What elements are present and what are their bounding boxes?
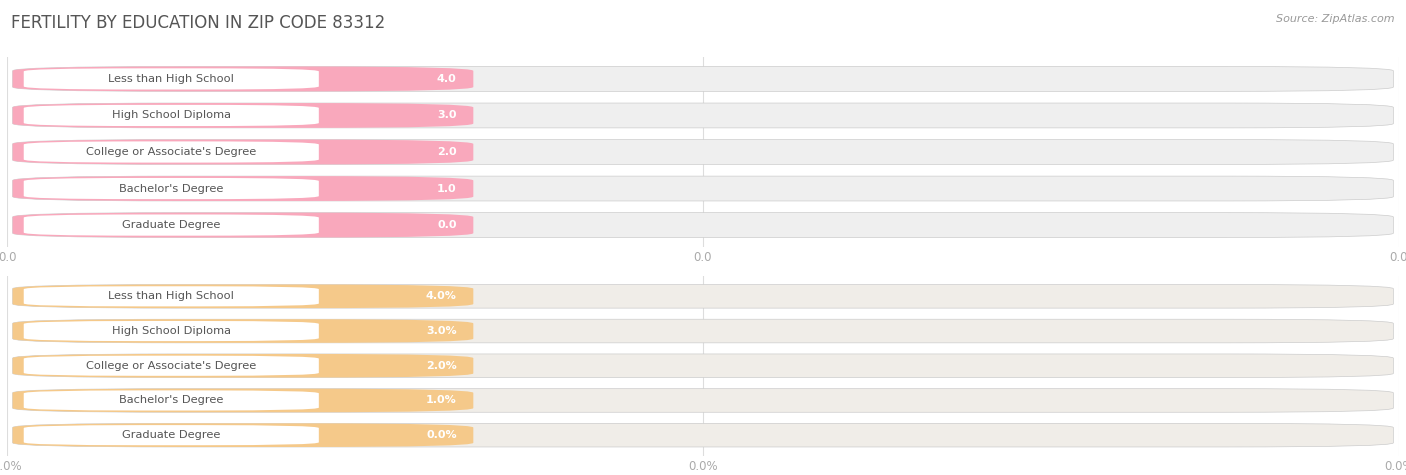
Text: 2.0: 2.0	[437, 147, 457, 157]
FancyBboxPatch shape	[13, 389, 474, 412]
FancyBboxPatch shape	[13, 213, 1393, 238]
FancyBboxPatch shape	[24, 286, 319, 306]
FancyBboxPatch shape	[13, 213, 474, 238]
Text: 2.0%: 2.0%	[426, 361, 457, 371]
Text: Graduate Degree: Graduate Degree	[122, 220, 221, 230]
FancyBboxPatch shape	[13, 389, 1393, 412]
FancyBboxPatch shape	[13, 176, 474, 201]
Text: Bachelor's Degree: Bachelor's Degree	[120, 183, 224, 193]
FancyBboxPatch shape	[13, 66, 474, 91]
Text: Less than High School: Less than High School	[108, 291, 235, 301]
FancyBboxPatch shape	[24, 68, 319, 89]
FancyBboxPatch shape	[13, 103, 474, 128]
FancyBboxPatch shape	[13, 354, 1393, 378]
FancyBboxPatch shape	[24, 178, 319, 199]
Text: FERTILITY BY EDUCATION IN ZIP CODE 83312: FERTILITY BY EDUCATION IN ZIP CODE 83312	[11, 14, 385, 32]
FancyBboxPatch shape	[24, 356, 319, 376]
FancyBboxPatch shape	[24, 105, 319, 126]
FancyBboxPatch shape	[13, 285, 1393, 308]
Text: 1.0: 1.0	[437, 183, 457, 193]
FancyBboxPatch shape	[13, 354, 474, 378]
FancyBboxPatch shape	[24, 321, 319, 341]
FancyBboxPatch shape	[13, 285, 474, 308]
FancyBboxPatch shape	[24, 425, 319, 445]
Text: Less than High School: Less than High School	[108, 74, 235, 84]
Text: 4.0%: 4.0%	[426, 291, 457, 301]
FancyBboxPatch shape	[13, 423, 1393, 447]
FancyBboxPatch shape	[24, 142, 319, 162]
Text: Bachelor's Degree: Bachelor's Degree	[120, 396, 224, 406]
FancyBboxPatch shape	[24, 215, 319, 236]
Text: 3.0: 3.0	[437, 111, 457, 121]
FancyBboxPatch shape	[13, 176, 1393, 201]
FancyBboxPatch shape	[13, 103, 1393, 128]
FancyBboxPatch shape	[13, 423, 474, 447]
Text: College or Associate's Degree: College or Associate's Degree	[86, 147, 256, 157]
Text: Graduate Degree: Graduate Degree	[122, 430, 221, 440]
FancyBboxPatch shape	[13, 319, 474, 343]
FancyBboxPatch shape	[24, 390, 319, 410]
FancyBboxPatch shape	[13, 66, 1393, 91]
Text: 0.0%: 0.0%	[426, 430, 457, 440]
Text: 3.0%: 3.0%	[426, 326, 457, 336]
Text: 0.0: 0.0	[437, 220, 457, 230]
FancyBboxPatch shape	[13, 140, 1393, 164]
Text: High School Diploma: High School Diploma	[112, 326, 231, 336]
Text: 4.0: 4.0	[437, 74, 457, 84]
FancyBboxPatch shape	[13, 140, 474, 164]
Text: High School Diploma: High School Diploma	[112, 111, 231, 121]
Text: 1.0%: 1.0%	[426, 396, 457, 406]
Text: College or Associate's Degree: College or Associate's Degree	[86, 361, 256, 371]
FancyBboxPatch shape	[13, 319, 1393, 343]
Text: Source: ZipAtlas.com: Source: ZipAtlas.com	[1277, 14, 1395, 24]
